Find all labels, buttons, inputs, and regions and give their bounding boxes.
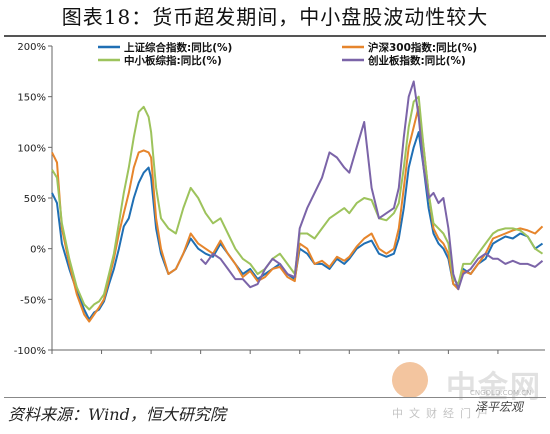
y-tick-label: 150%	[17, 93, 46, 104]
series-line-0	[51, 131, 544, 321]
watermark-url: CNGOLD.COM.CN	[470, 389, 532, 397]
chart-legend: 上证综合指数:同比(%) 沪深300指数:同比(%) 中小板综指:同比(%) 创业板指…	[98, 41, 477, 67]
source-note: 资料来源：Wind，恒大研究院	[8, 405, 226, 424]
legend-label: 上证综合指数:同比(%)	[124, 41, 232, 54]
y-tick-label: 100%	[17, 143, 46, 154]
watermark-brand: 泽平宏观	[475, 400, 524, 414]
chart-axes: -100%-50%0%50%100%150%200%20082009201020…	[14, 42, 545, 357]
watermark-coin-icon	[392, 362, 428, 398]
y-tick-label: -50%	[20, 295, 46, 306]
figure-title: 图表18：货币超发期间，中小盘股波动性较大	[61, 5, 489, 29]
y-tick-label: 0%	[30, 245, 46, 256]
series-line-3	[199, 80, 544, 291]
y-tick-label: -100%	[14, 346, 46, 357]
y-tick-label: 200%	[17, 42, 46, 53]
title-underline	[4, 35, 546, 37]
series-line-1	[51, 105, 544, 323]
watermark-logo: 中金网	[446, 370, 542, 405]
legend-label: 创业板指数:同比(%)	[367, 54, 466, 67]
legend-label: 沪深300指数:同比(%)	[368, 41, 477, 54]
chart-series	[51, 80, 544, 323]
watermark-subtitle: 中文财经门户	[392, 407, 494, 420]
legend-label: 中小板综指:同比(%)	[124, 54, 222, 67]
line-chart: -100%-50%0%50%100%150%200%20082009201020…	[14, 41, 545, 357]
bottom-rule	[4, 397, 546, 398]
y-tick-label: 50%	[24, 194, 46, 205]
